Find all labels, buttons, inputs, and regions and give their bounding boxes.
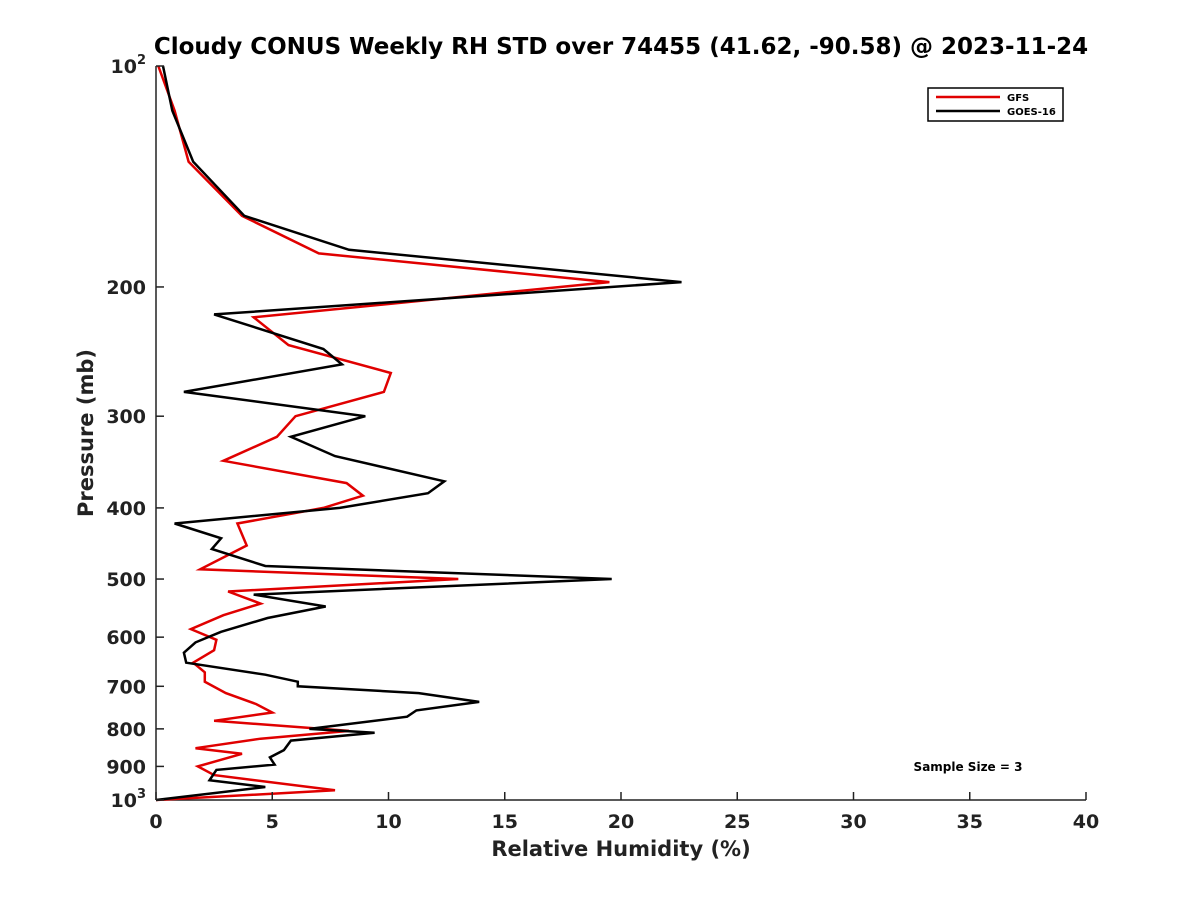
x-tick-label: 5	[266, 811, 279, 833]
x-tick-label: 40	[1073, 811, 1099, 833]
y-tick-label: 800	[106, 719, 146, 741]
y-tick-label: 200	[106, 277, 146, 299]
x-tick-label: 30	[840, 811, 866, 833]
x-tick-label: 10	[375, 811, 401, 833]
y-tick-label: 700	[106, 676, 146, 698]
legend-label: GFS	[1007, 93, 1029, 104]
legend-box	[927, 87, 1064, 122]
ticks-layer: 0 5 10 15 20 25 30 35 40 102 200 300 400 500 600 700 800…	[106, 53, 1099, 833]
x-tick-label: 0	[149, 811, 162, 833]
y-tick-label: 900	[106, 756, 146, 778]
y-tick-label: 500	[106, 569, 146, 591]
series-line-goes-16	[155, 65, 682, 802]
y-tick-label: 300	[106, 406, 146, 428]
y-tick-label: 103	[111, 787, 147, 812]
legend: GFS GOES-16	[927, 87, 1064, 122]
x-tick-label: 25	[724, 811, 750, 833]
y-tick-label: 600	[106, 627, 146, 649]
y-axis-label: Pressure (mb)	[74, 349, 98, 517]
x-tick-label: 35	[957, 811, 983, 833]
x-tick-label: 20	[608, 811, 634, 833]
x-tick-label: 15	[492, 811, 518, 833]
sample-size-annotation: Sample Size = 3	[914, 760, 1023, 774]
x-axis-label: Relative Humidity (%)	[491, 837, 750, 861]
y-tick-label: 102	[111, 53, 147, 78]
legend-label: GOES-16	[1007, 107, 1056, 118]
series-layer	[155, 65, 682, 802]
plot-box	[155, 66, 1086, 801]
y-tick-label: 400	[106, 498, 146, 520]
series-line-gfs	[155, 65, 610, 802]
chart-title: Cloudy CONUS Weekly RH STD over 74455 (4…	[154, 34, 1088, 60]
